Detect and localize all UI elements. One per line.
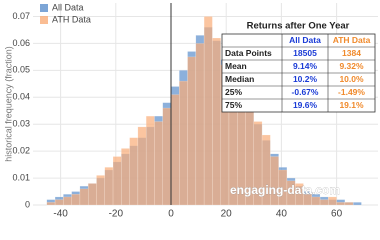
- bar: [71, 194, 81, 206]
- table-header: ATH Data: [333, 35, 371, 45]
- page: historical frequency (fraction) 0 0.01 0.0…: [3, 2, 378, 220]
- x-tick-label: 60: [331, 209, 343, 220]
- bar: [162, 107, 172, 206]
- x-tick-label: 20: [221, 209, 233, 220]
- table-title: Returns after One Year: [247, 21, 350, 32]
- bar: [203, 16, 213, 206]
- table-cell: Data Points: [225, 48, 272, 58]
- table-cell: -1.49%: [338, 87, 365, 97]
- table-cell: 10.0%: [339, 74, 364, 84]
- x-tick-label: -20: [109, 209, 124, 220]
- bar: [145, 115, 155, 206]
- bar: [270, 156, 279, 206]
- table-cell: 25%: [225, 87, 242, 97]
- legend-swatch: [40, 16, 48, 24]
- bar: [311, 196, 321, 206]
- table-cell: 10.2%: [293, 74, 318, 84]
- x-tick-label: -40: [53, 209, 68, 220]
- table-cell: 9.32%: [339, 61, 364, 71]
- bar: [352, 202, 362, 206]
- y-tick-label: 0.04: [12, 92, 30, 102]
- chart: historical frequency (fraction) 0 0.01 0.0…: [3, 2, 378, 220]
- table-cell: 19.6%: [293, 100, 318, 110]
- x-tick-label: 0: [168, 209, 174, 220]
- bar: [195, 43, 205, 206]
- table-cell: 18505: [293, 48, 317, 58]
- table-header: All Data: [289, 35, 321, 45]
- bar: [212, 37, 221, 206]
- bar: [129, 137, 139, 206]
- y-tick-label: 0.03: [12, 119, 30, 129]
- bar: [46, 202, 56, 206]
- y-tick-label: 0.02: [12, 146, 30, 156]
- table-cell: -0.67%: [292, 87, 319, 97]
- bar: [63, 196, 72, 206]
- watermark: engaging-data.com: [230, 183, 340, 197]
- y-tick-label: 0.05: [12, 65, 30, 75]
- bar: [154, 121, 163, 206]
- bar: [112, 156, 122, 206]
- legend-swatch: [40, 4, 48, 12]
- bar: [319, 199, 329, 206]
- y-axis-label: historical frequency (fraction): [3, 46, 13, 162]
- bar: [336, 202, 346, 206]
- legend-label: All Data: [52, 2, 84, 12]
- y-tick-label: 0: [25, 199, 30, 209]
- bar: [344, 202, 354, 206]
- bar: [121, 148, 130, 206]
- bar: [104, 167, 114, 206]
- legend-label: ATH Data: [52, 14, 91, 24]
- table-cell: Median: [225, 74, 254, 84]
- bar: [170, 94, 180, 206]
- bar: [87, 183, 97, 206]
- y-tick-label: 0.07: [12, 11, 30, 21]
- x-tick-label: 40: [276, 209, 288, 220]
- table-cell: 19.1%: [339, 100, 364, 110]
- table-cell: 9.14%: [293, 61, 318, 71]
- table-cell: 75%: [225, 100, 242, 110]
- bar: [187, 56, 197, 206]
- bar: [54, 199, 64, 206]
- bar: [96, 175, 105, 206]
- table-cell: 1384: [342, 48, 361, 58]
- y-tick-label: 0.06: [12, 38, 30, 48]
- bar: [79, 188, 89, 206]
- y-tick-label: 0.01: [12, 172, 30, 182]
- table-cell: Mean: [225, 61, 247, 71]
- bar: [179, 80, 188, 206]
- bar: [328, 196, 337, 206]
- bar: [137, 126, 147, 206]
